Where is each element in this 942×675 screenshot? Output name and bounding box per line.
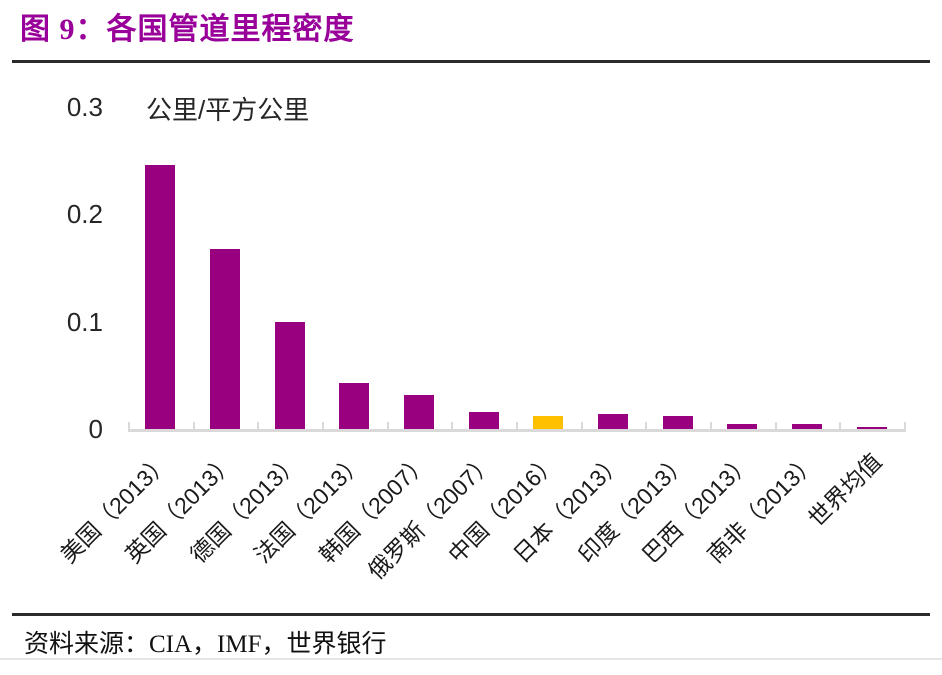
bar-4	[339, 382, 370, 429]
x-axis-tick-mark	[516, 422, 518, 429]
bar-5	[404, 394, 434, 429]
y-axis-tick-label: 0.3	[66, 91, 103, 122]
x-axis-tick-mark	[710, 422, 712, 429]
bar-7	[533, 416, 564, 429]
x-axis-tick-mark	[451, 422, 454, 429]
bar-2	[210, 249, 240, 429]
y-axis-tick-label: 0.1	[66, 306, 103, 337]
bar-6	[468, 411, 499, 429]
x-axis-tick-mark	[192, 422, 195, 429]
x-axis-tick-mark	[257, 422, 260, 429]
x-axis-tick-mark	[904, 422, 906, 429]
x-axis-tick-mark	[322, 422, 324, 429]
y-axis-tick-label: 0.2	[66, 199, 103, 229]
bar-11	[792, 423, 822, 429]
y-axis-unit-label: 公里/平方公里	[146, 95, 310, 125]
x-axis-tick-mark	[839, 422, 842, 429]
bar-8	[598, 413, 628, 429]
x-axis-tick-mark	[386, 422, 389, 429]
bar-12	[856, 426, 887, 429]
x-axis-tick-mark	[128, 422, 130, 429]
bar-9	[662, 416, 693, 429]
x-axis-tick-mark	[580, 422, 583, 429]
y-axis-tick-label: 0	[88, 414, 103, 444]
page-bottom-edge-line	[0, 658, 942, 660]
x-axis-tick-mark	[774, 422, 777, 429]
figure-title: 图 9：各国管道里程密度	[20, 13, 355, 46]
title-divider-line	[12, 60, 930, 63]
bar-3	[274, 321, 305, 429]
data-source-note: 资料来源：CIA，IMF，世界银行	[24, 631, 387, 658]
x-axis-tick-mark	[645, 422, 648, 429]
x-axis-line	[128, 429, 906, 432]
footer-divider-line	[12, 613, 930, 616]
bar-10	[727, 423, 758, 429]
bar-1	[145, 164, 176, 429]
